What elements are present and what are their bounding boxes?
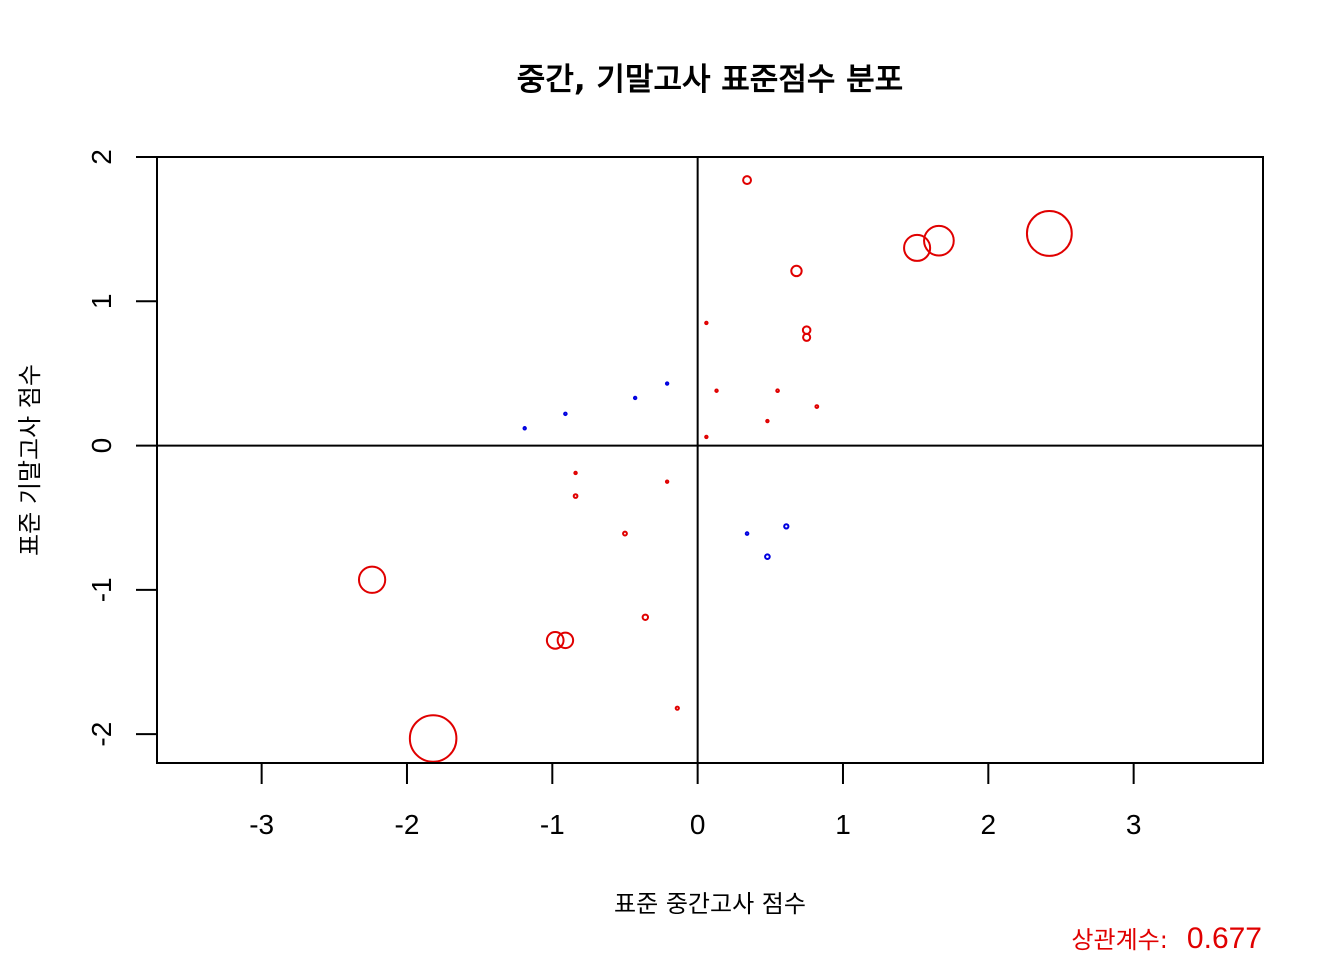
correlation-value: 0.677: [1187, 922, 1262, 955]
x-tick-label: -2: [395, 809, 420, 840]
y-tick-label: 1: [86, 293, 117, 309]
data-point: [573, 470, 578, 476]
y-tick-label: 2: [86, 149, 117, 165]
y-tick-label: -1: [86, 577, 117, 602]
x-tick-label: 2: [981, 809, 997, 840]
x-tick-label: 0: [690, 809, 706, 840]
data-point: [744, 531, 750, 536]
data-points: [357, 175, 1073, 763]
data-point: [632, 395, 638, 401]
data-point: [664, 479, 670, 484]
y-tick-label: -2: [86, 722, 117, 747]
data-point: [704, 434, 709, 440]
x-tick-label: -3: [249, 809, 274, 840]
data-point: [664, 381, 670, 386]
data-point: [572, 493, 579, 499]
data-point: [622, 530, 628, 537]
data-point: [783, 523, 790, 530]
data-point: [563, 411, 568, 417]
x-axis-label: 표준 중간고사 점수: [614, 890, 806, 918]
data-point: [790, 264, 803, 278]
data-point: [545, 631, 565, 650]
data-point: [814, 404, 820, 410]
x-tick-label: 3: [1126, 809, 1142, 840]
y-axis: -2 -1 0 1 2: [86, 149, 158, 747]
correlation-annotation: 상관계수: 0.677: [1071, 922, 1262, 955]
plot-frame: [156, 156, 1264, 764]
data-point: [714, 388, 719, 393]
data-point: [1025, 210, 1073, 257]
x-axis: -3 -2 -1 0 1 2 3: [249, 762, 1142, 840]
x-tick-label: 1: [835, 809, 851, 840]
data-point: [357, 565, 387, 594]
data-point: [742, 175, 753, 186]
y-tick-label: 0: [86, 438, 117, 454]
data-point: [802, 332, 812, 342]
data-point: [765, 418, 770, 424]
data-point: [522, 426, 527, 431]
data-point: [641, 613, 650, 621]
data-point: [764, 553, 771, 560]
data-point: [556, 631, 575, 650]
y-axis-label: 표준 기말고사 점수: [16, 364, 44, 556]
data-point: [923, 224, 955, 257]
data-point: [408, 714, 458, 763]
data-point: [775, 388, 780, 394]
data-point: [903, 233, 932, 262]
data-point: [801, 325, 812, 335]
x-tick-label: -1: [540, 809, 565, 840]
reference-lines: [157, 157, 1263, 763]
correlation-label: 상관계수:: [1071, 926, 1167, 954]
data-point: [704, 320, 709, 326]
chart-title: 중간, 기말고사 표준점수 분포: [517, 62, 903, 98]
data-point: [674, 705, 680, 711]
